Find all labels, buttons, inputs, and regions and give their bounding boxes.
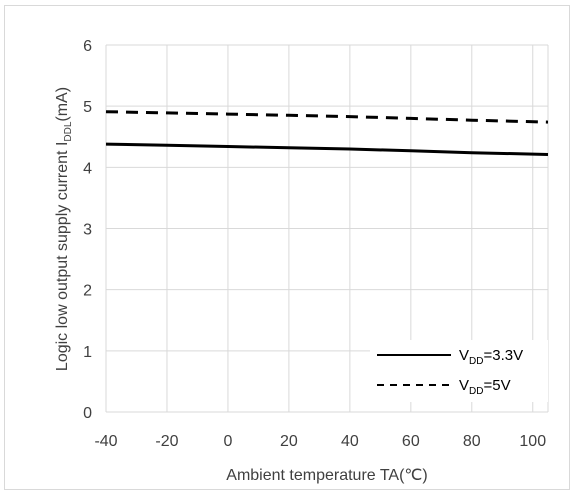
series-line-vdd-3v3 [105,142,549,156]
x-axis-title: Ambient temperature TA(℃) [226,467,427,484]
y-axis-title-main: Logic low output supply current I [54,142,71,371]
y-tick-label: 0 [83,405,92,422]
legend-label-vdd-5v: VDD=5V [459,377,511,397]
legend-label-vdd-3v3: VDD=3.3V [459,347,523,367]
y-tick-label: 5 [83,99,92,116]
legend-box [370,340,548,402]
grid-lines [105,44,549,413]
chart-frame [4,5,570,490]
x-tick-label: -40 [94,433,117,450]
x-tick-label: 80 [463,433,481,450]
y-axis-title: Logic low output supply current IDDL(mA) [54,87,74,371]
x-tick-label: -20 [155,433,178,450]
series-layer [105,110,549,156]
y-tick-label: 1 [83,344,92,361]
x-tick-label: 100 [519,433,546,450]
x-tick-label: 20 [280,433,298,450]
x-tick-label: 60 [402,433,420,450]
y-axis-title-subscript: DDL [63,121,74,141]
y-tick-label: 4 [83,160,92,177]
x-tick-label: 0 [223,433,232,450]
series-line-vdd-5v [105,110,549,124]
y-axis-title-unit: (mA) [54,87,71,122]
y-tick-label: 2 [83,283,92,300]
y-tick-label: 3 [83,222,92,239]
legend: VDD=3.3V VDD=5V [370,340,548,402]
y-tick-label: 6 [83,38,92,55]
y-tick-labels: 0 1 2 3 4 5 6 [83,38,92,422]
x-tick-label: 40 [341,433,359,450]
x-tick-labels: -40 -20 0 20 40 60 80 100 [94,433,546,450]
